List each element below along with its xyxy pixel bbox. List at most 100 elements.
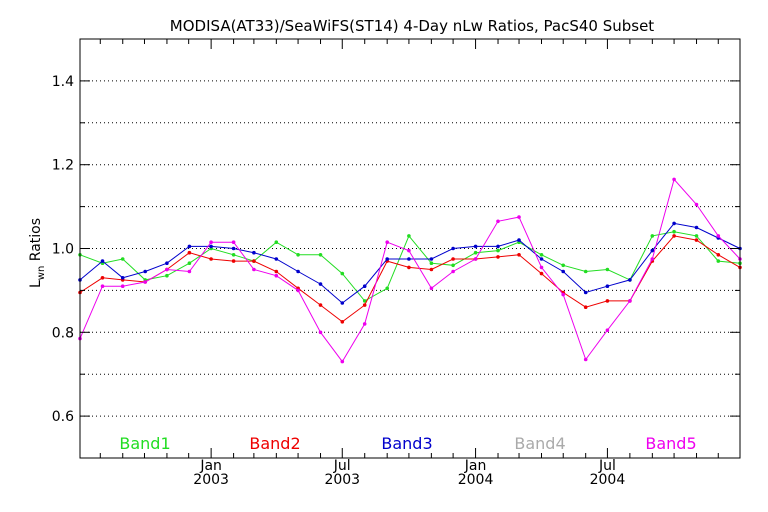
y-tick-label: 0.8 <box>52 325 74 341</box>
data-point <box>429 267 434 272</box>
legend-band1: Band1 <box>119 434 170 453</box>
axes: 0.60.81.01.21.4Jan2003Jul2003Jan2004Jul2… <box>52 39 740 488</box>
y-tick-label: 1.2 <box>52 158 74 174</box>
data-point <box>143 269 147 274</box>
data-point <box>187 261 192 266</box>
chart-title: MODISA(AT33)/SeaWiFS(ST14) 4-Day nLw Rat… <box>170 17 655 35</box>
data-point <box>694 225 699 230</box>
data-point <box>362 303 367 307</box>
data-point <box>694 234 699 238</box>
data-point <box>318 303 323 307</box>
data-point <box>274 240 279 244</box>
data-point <box>252 267 256 272</box>
data-point <box>451 269 455 274</box>
data-point <box>407 265 411 270</box>
data-point <box>539 265 544 270</box>
data-point <box>561 292 565 297</box>
series-band2 <box>78 234 742 324</box>
data-point <box>407 248 411 253</box>
data-point <box>539 253 544 257</box>
data-point <box>209 240 213 244</box>
data-point <box>340 301 345 305</box>
data-point <box>605 328 610 333</box>
data-point <box>496 244 500 249</box>
data-point <box>340 320 345 324</box>
data-point <box>539 257 544 261</box>
data-point <box>473 257 478 261</box>
data-point <box>451 257 455 261</box>
series-band5-line <box>79 178 741 363</box>
data-point <box>274 257 279 261</box>
x-tick-label-month: Jan <box>464 458 487 474</box>
data-point <box>407 234 411 238</box>
data-point <box>385 240 390 244</box>
data-point <box>407 257 411 261</box>
data-point <box>605 267 610 272</box>
data-point <box>296 269 300 274</box>
data-point <box>672 221 676 226</box>
data-point <box>296 288 300 293</box>
data-point <box>583 269 588 274</box>
legend-band3: Band3 <box>381 434 432 453</box>
data-point <box>694 202 699 207</box>
data-point <box>120 276 125 280</box>
data-point <box>716 234 721 238</box>
x-tick-label-year: 2003 <box>324 472 360 488</box>
data-point <box>583 305 588 310</box>
x-tick-label-year: 2003 <box>193 472 229 488</box>
data-point <box>340 271 345 276</box>
data-point <box>187 244 192 249</box>
data-point <box>605 284 610 289</box>
data-point <box>362 322 367 326</box>
x-tick-label-month: Jan <box>199 458 222 474</box>
y-tick-label: 0.6 <box>52 409 74 425</box>
data-point <box>496 255 500 259</box>
data-point <box>318 330 323 335</box>
data-point <box>539 271 544 276</box>
data-point <box>209 244 213 249</box>
x-tick-label-year: 2004 <box>590 472 626 488</box>
y-axis-label: Lwn Ratios <box>28 218 47 288</box>
y-axis-label-rest: Ratios <box>28 218 44 266</box>
data-point <box>187 250 192 255</box>
data-point <box>628 278 632 282</box>
x-tick-label-month: Jul <box>333 458 351 474</box>
data-point <box>187 269 192 274</box>
y-tick-label: 1.4 <box>52 74 74 90</box>
data-point <box>252 259 256 263</box>
legend: Band1 Band2 Band3 Band4 Band5 <box>119 434 696 453</box>
data-point <box>672 229 676 234</box>
data-point <box>274 273 279 278</box>
x-tick-label-month: Jul <box>598 458 616 474</box>
data-point <box>650 248 655 253</box>
data-point <box>429 286 434 291</box>
series-band5 <box>78 177 742 364</box>
legend-band4: Band4 <box>514 434 565 453</box>
data-point <box>473 244 478 249</box>
data-point <box>120 284 125 289</box>
data-point <box>517 238 521 242</box>
data-point <box>650 234 655 238</box>
data-point <box>100 276 105 280</box>
data-point <box>496 219 500 224</box>
plot-frame <box>79 38 741 459</box>
data-point <box>165 273 169 278</box>
data-point <box>385 257 390 261</box>
data-point <box>583 357 588 362</box>
y-axis-label-subscript: wn <box>36 266 47 281</box>
data-point <box>318 253 323 257</box>
data-point <box>716 259 721 263</box>
legend-band2: Band2 <box>249 434 300 453</box>
legend-band5: Band5 <box>645 434 696 453</box>
data-point <box>120 257 125 261</box>
series-band2-line <box>79 235 741 323</box>
data-point <box>672 234 676 238</box>
series-band3 <box>78 221 742 305</box>
data-point <box>252 250 256 255</box>
data-point <box>385 286 390 291</box>
data-point <box>231 246 236 251</box>
data-point <box>694 238 699 242</box>
data-point <box>340 359 345 364</box>
data-point <box>318 282 323 286</box>
